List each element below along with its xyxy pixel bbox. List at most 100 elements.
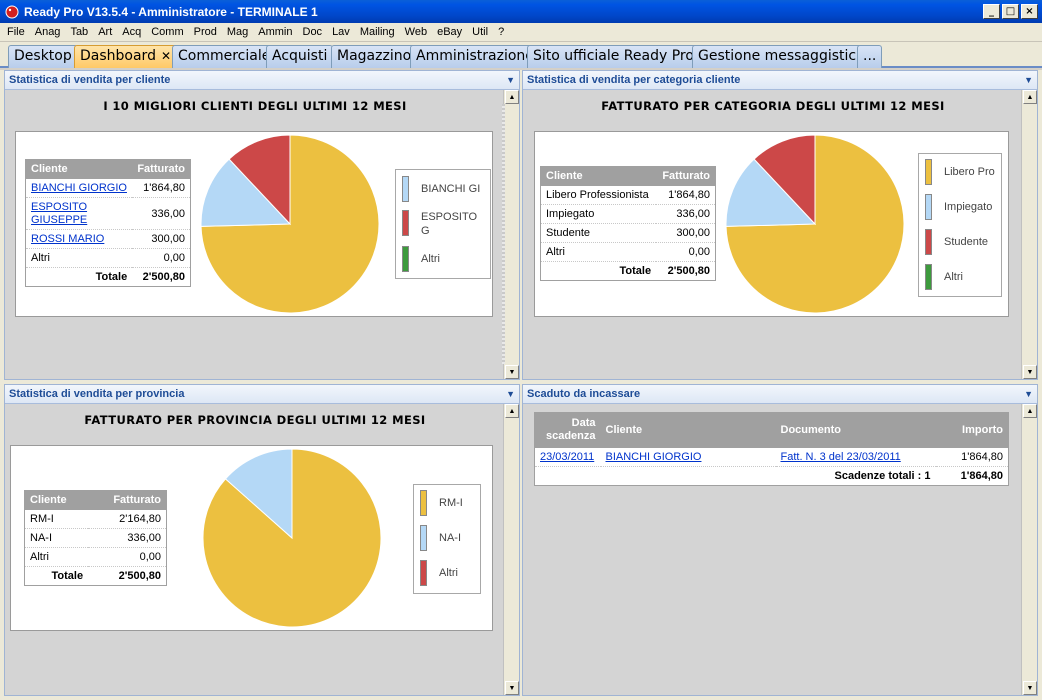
table-row: Altri 0,00: [25, 248, 191, 268]
table-header-row: Cliente Fatturato: [24, 490, 167, 510]
close-tab-icon[interactable]: ✕: [160, 49, 172, 63]
panel-header[interactable]: Statistica di vendita per categoria clie…: [523, 71, 1037, 90]
due-date-link[interactable]: 23/03/2011: [540, 450, 595, 463]
tab-amministrazione[interactable]: Amministrazione: [410, 45, 540, 68]
pie-slice-studente[interactable]: [753, 134, 816, 226]
document-link[interactable]: Fatt. N. 3 del 23/03/2011: [780, 450, 901, 463]
table-header-row: Cliente Fatturato: [540, 166, 716, 186]
menu-mag[interactable]: Mag: [226, 26, 249, 38]
table-cell: 0,00: [88, 547, 167, 567]
scroll-up-icon[interactable]: ▲: [505, 90, 519, 104]
tab-dashboard[interactable]: Dashboard ✕: [74, 45, 178, 68]
scroll-up-icon[interactable]: ▲: [1023, 404, 1037, 418]
tab-sito-ufficiale[interactable]: Sito ufficiale Ready Pro: [527, 45, 700, 68]
menu-web[interactable]: Web: [404, 26, 428, 38]
panel-vendite-provincia: Statistica di vendita per provincia ▼ ▲ …: [4, 384, 520, 696]
scroll-down-icon[interactable]: ▼: [505, 681, 519, 695]
menu-comm[interactable]: Comm: [151, 26, 184, 38]
table-row: ROSSI MARIO 300,00: [25, 229, 191, 249]
panel-header[interactable]: Scaduto da incassare ▼: [523, 385, 1037, 404]
collapse-icon[interactable]: ▼: [1024, 75, 1033, 85]
pie-slice-rossi-mario[interactable]: [228, 134, 291, 226]
column-header-cliente[interactable]: Cliente: [600, 412, 776, 448]
table-cell: 300,00: [132, 229, 191, 249]
vertical-scrollbar[interactable]: ▲ ▼: [503, 90, 519, 379]
close-icon[interactable]: ×: [1021, 4, 1038, 19]
total-value: 2'500,80: [656, 261, 716, 281]
vertical-scrollbar[interactable]: ▲ ▼: [1021, 90, 1037, 379]
minimize-icon[interactable]: _: [983, 4, 1000, 19]
total-label: Totale: [24, 566, 89, 586]
menu-mailing[interactable]: Mailing: [359, 26, 395, 38]
customer-link[interactable]: BIANCHI GIORGIO: [31, 181, 127, 194]
vertical-scrollbar[interactable]: ▲ ▼: [503, 404, 519, 695]
title-bar: Ready Pro V13.5.4 - Amministratore - TER…: [0, 0, 1042, 23]
tab-magazzino[interactable]: Magazzino: [331, 45, 418, 68]
legend-swatch: [925, 264, 932, 290]
menu-anag[interactable]: Anag: [34, 26, 61, 38]
table-cell: Altri: [25, 248, 133, 268]
table-row: Libero Professionista 1'864,80: [540, 185, 716, 205]
collapse-icon[interactable]: ▼: [506, 75, 515, 85]
tab-label: Acquisti: [272, 48, 328, 64]
menu-help[interactable]: ?: [498, 26, 505, 38]
tab-label: ...: [863, 48, 877, 64]
menu-tab[interactable]: Tab: [70, 26, 89, 38]
scroll-up-icon[interactable]: ▲: [505, 404, 519, 418]
legend-swatch: [402, 176, 409, 202]
legend-swatch: [402, 246, 409, 272]
menu-ammin[interactable]: Ammin: [258, 26, 293, 38]
data-table: Cliente Fatturato Libero Professionista …: [540, 166, 716, 281]
table-header-row: Data scadenza Cliente Documento Importo: [534, 412, 1009, 448]
chart-box: Cliente Fatturato RM-I 2'164,80 NA-I 336…: [10, 445, 493, 631]
tab-gestione-messaggistica[interactable]: Gestione messaggistica: [692, 45, 871, 68]
column-header-cliente[interactable]: Cliente: [24, 490, 89, 510]
column-header-cliente[interactable]: Cliente: [540, 166, 657, 186]
column-header-importo[interactable]: Importo: [935, 412, 1009, 448]
menu-art[interactable]: Art: [98, 26, 113, 38]
scroll-down-icon[interactable]: ▼: [1023, 365, 1037, 379]
tab-commerciale[interactable]: Commerciale: [172, 45, 277, 68]
menu-doc[interactable]: Doc: [302, 26, 323, 38]
collapse-icon[interactable]: ▼: [1024, 389, 1033, 399]
table-row: 23/03/2011 BIANCHI GIORGIO Fatt. N. 3 de…: [534, 447, 1009, 467]
customer-link[interactable]: ROSSI MARIO: [31, 233, 105, 245]
panel-title: Statistica di vendita per categoria clie…: [527, 74, 741, 86]
pie-slice-na-i[interactable]: [224, 448, 293, 540]
vertical-scrollbar[interactable]: ▲ ▼: [1021, 404, 1037, 695]
tab-acquisti[interactable]: Acquisti: [266, 45, 334, 68]
column-header-fatturato[interactable]: Fatturato: [88, 490, 167, 510]
column-header-cliente[interactable]: Cliente: [25, 159, 133, 179]
menu-ebay[interactable]: eBay: [437, 26, 463, 38]
menu-acq[interactable]: Acq: [122, 26, 142, 38]
scroll-down-icon[interactable]: ▼: [505, 365, 519, 379]
panel-header[interactable]: Statistica di vendita per cliente ▼: [5, 71, 519, 90]
column-header-fatturato[interactable]: Fatturato: [656, 166, 716, 186]
maximize-icon[interactable]: □: [1002, 4, 1019, 19]
panel-title: Statistica di vendita per provincia: [9, 388, 185, 400]
menu-lav[interactable]: Lav: [332, 26, 350, 38]
panel-vendite-categoria: Statistica di vendita per categoria clie…: [522, 70, 1038, 380]
pie-slice-impiegato[interactable]: [725, 158, 817, 227]
panel-vendite-cliente: Statistica di vendita per cliente ▼ ▲ ▼ …: [4, 70, 520, 380]
table-cell: 336,00: [132, 197, 191, 230]
menu-file[interactable]: File: [7, 26, 25, 38]
scroll-up-icon[interactable]: ▲: [1023, 90, 1037, 104]
customer-link[interactable]: ESPOSITO GIUSEPPE: [31, 200, 88, 226]
tab-more[interactable]: ...: [857, 45, 883, 68]
table-row: Impiegato 336,00: [540, 204, 716, 224]
menu-util[interactable]: Util: [472, 26, 489, 38]
column-header-fatturato[interactable]: Fatturato: [132, 159, 191, 179]
pie-slice-esposito-giuseppe[interactable]: [200, 158, 292, 227]
customer-link[interactable]: BIANCHI GIORGIO: [605, 450, 702, 463]
legend-label: RM-I: [439, 497, 463, 509]
column-header-data[interactable]: Data scadenza: [534, 412, 601, 448]
tab-desktop[interactable]: Desktop: [8, 45, 78, 68]
panel-header[interactable]: Statistica di vendita per provincia ▼: [5, 385, 519, 404]
collapse-icon[interactable]: ▼: [506, 389, 515, 399]
column-header-documento[interactable]: Documento: [775, 412, 936, 448]
table-cell: Impiegato: [540, 204, 657, 224]
chart-box: Cliente Fatturato Libero Professionista …: [534, 131, 1009, 317]
scroll-down-icon[interactable]: ▼: [1023, 681, 1037, 695]
menu-prod[interactable]: Prod: [193, 26, 217, 38]
